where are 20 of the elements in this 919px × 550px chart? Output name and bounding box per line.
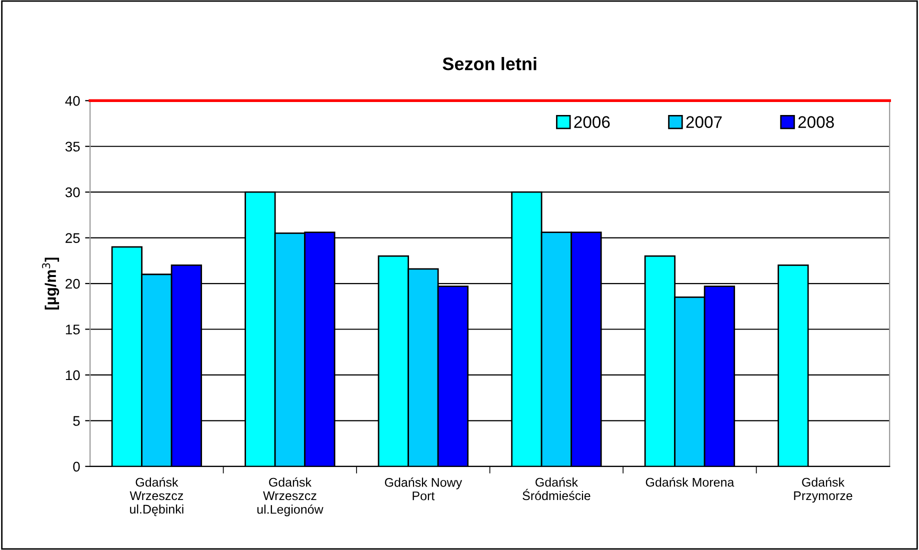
y-tick-label: 35 [65,142,80,152]
y-tick-label: 10 [66,370,80,380]
y-tick-label: 5 [73,416,80,426]
legend-label: 2006 [574,116,610,128]
y-tick-label: 40 [65,96,80,106]
x-tick-label: Gdańsk Nowy Port [384,478,462,500]
chart-title: Sezon letni [442,57,536,70]
x-tick-label: Gdańsk Przymorze [794,477,852,503]
y-tick-label: 25 [66,233,80,243]
y-tick-label: 15 [66,324,80,334]
legend-label: 2007 [686,116,722,128]
y-tick-label: 20 [66,278,80,289]
y-axis-title: [µg/m$^{3}$] [42,258,60,310]
legend-label: 2008 [798,116,834,128]
y-tick-label: 0 [73,462,80,472]
x-tick-label: Gdańsk Wrzeszcz ul.Legionów [257,477,324,516]
y-tick-label: 30 [65,187,80,198]
x-tick-label: Gdańsk Wrzeszcz ul.Dębinki [130,477,184,516]
x-tick-label: Gdańsk Śródmieście [522,477,590,500]
x-tick-label: Gdańsk Morena [646,477,734,487]
